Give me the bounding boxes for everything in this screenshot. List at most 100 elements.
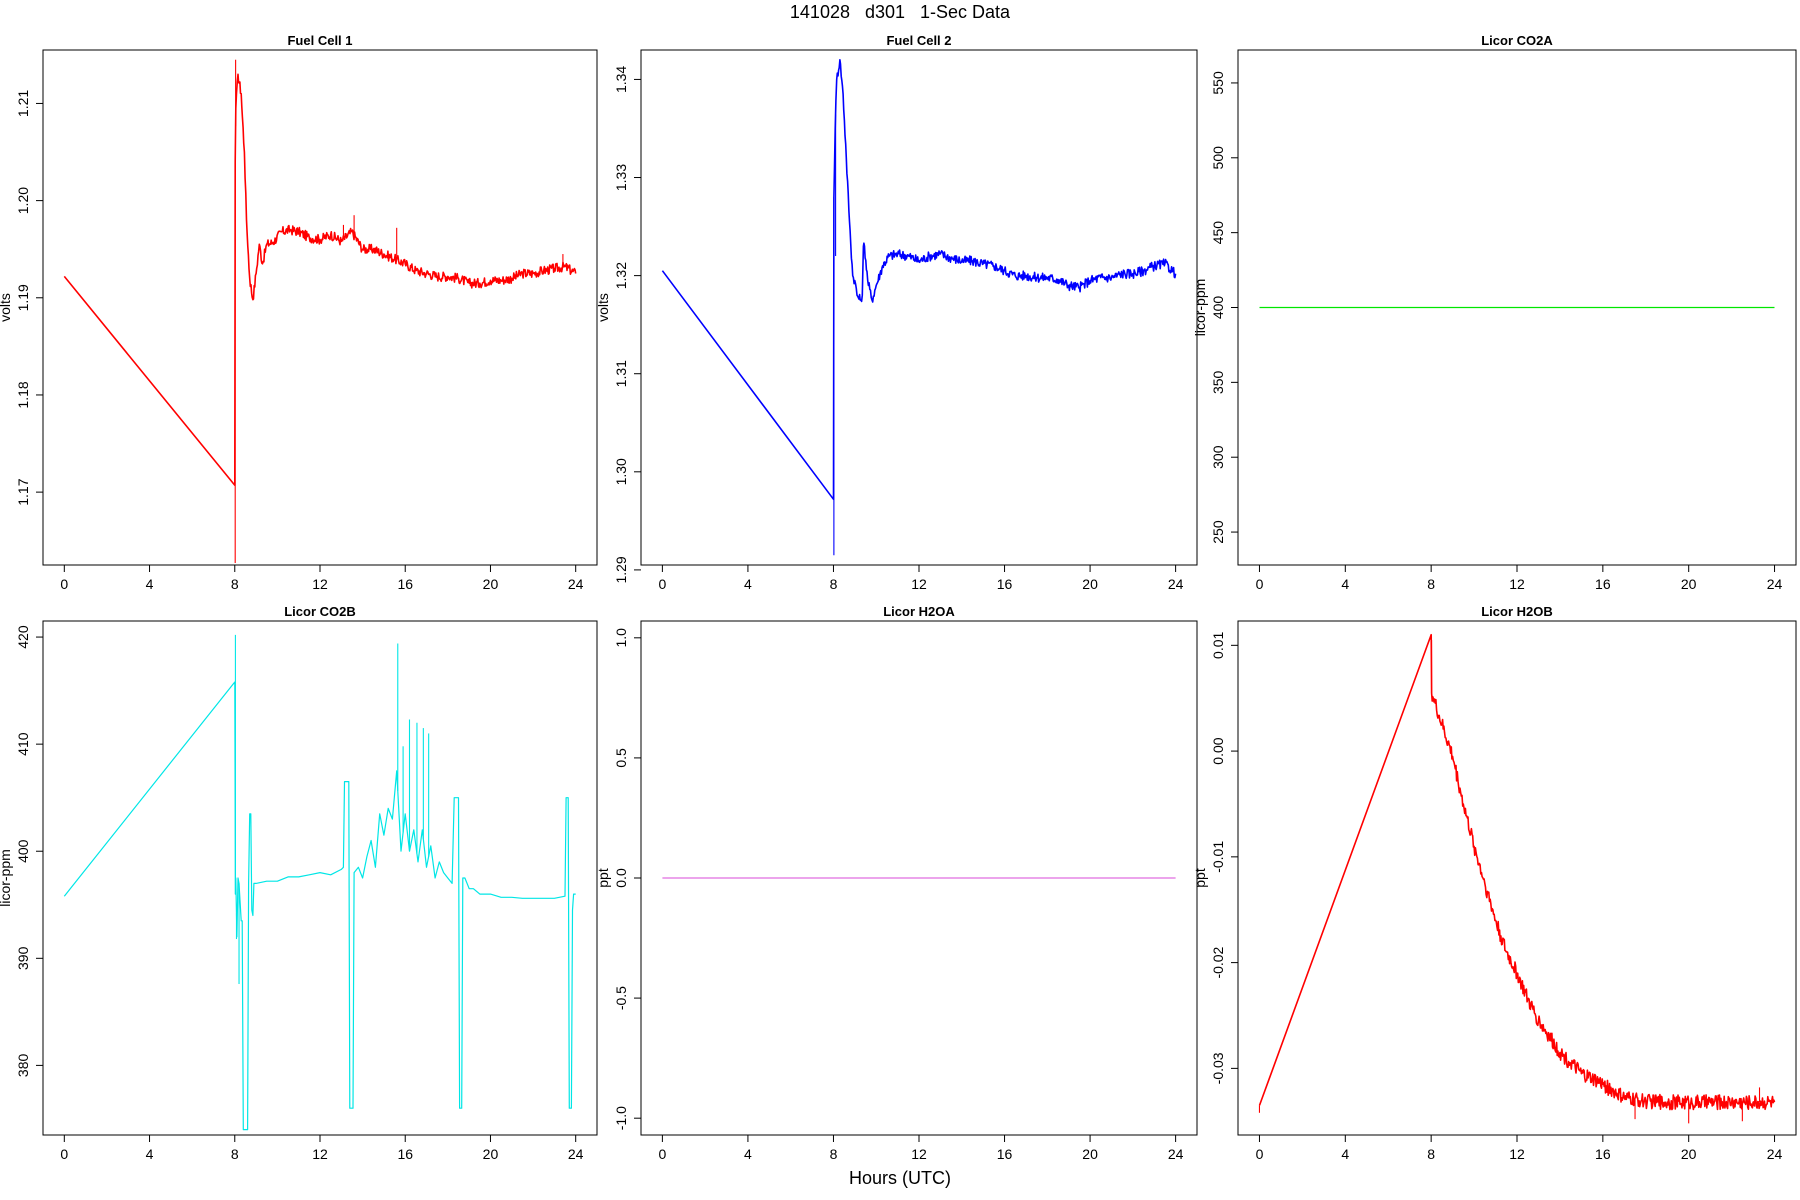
- x-tick-label: 16: [997, 576, 1013, 592]
- series-line: [63, 681, 576, 1131]
- y-axis-label: volts: [595, 293, 611, 322]
- y-axis-label: licor-ppm: [1192, 279, 1208, 337]
- plot-frame: [1237, 620, 1797, 1136]
- y-tick-label: 1.21: [15, 90, 31, 117]
- chart-panel: Licor H2OA ppt 0 4 8 12 16 20 24 -1.0 -0.5 0.0 0.5 1.…: [595, 604, 1198, 1162]
- x-tick-label: 12: [312, 1146, 328, 1162]
- x-tick-label: 24: [1168, 576, 1184, 592]
- y-tick-label: 0.0: [613, 868, 629, 888]
- y-tick-label: 1.20: [15, 187, 31, 214]
- y-tick-label: 1.18: [15, 381, 31, 408]
- y-tick-label: 550: [1210, 71, 1226, 95]
- y-tick-label: -0.03: [1210, 1052, 1226, 1084]
- x-tick-label: 8: [231, 576, 239, 592]
- y-tick-label: 1.0: [613, 628, 629, 648]
- series-line: [63, 73, 577, 487]
- x-tick-label: 24: [568, 1146, 584, 1162]
- x-tick-label: 12: [1509, 1146, 1525, 1162]
- y-tick-label: 410: [15, 732, 31, 756]
- y-tick-label: 0.00: [1210, 737, 1226, 764]
- x-tick-label: 20: [1082, 576, 1098, 592]
- y-tick-label: 250: [1210, 520, 1226, 544]
- x-tick-label: 0: [658, 1146, 666, 1162]
- y-tick-label: 1.32: [613, 262, 629, 289]
- y-tick-label: 300: [1210, 445, 1226, 469]
- y-tick-label: -0.01: [1210, 841, 1226, 873]
- x-tick-label: 16: [1595, 576, 1611, 592]
- x-tick-label: 24: [568, 576, 584, 592]
- y-axis-label: ppt: [595, 868, 611, 888]
- chart-panel: Fuel Cell 2 volts 0 4 8 12 16 20 24 1.29 1.30 1.31 1…: [595, 33, 1198, 592]
- x-tick-label: 0: [1256, 576, 1264, 592]
- x-tick-label: 4: [1341, 576, 1349, 592]
- y-tick-label: -0.02: [1210, 946, 1226, 978]
- panel-title: Fuel Cell 2: [886, 33, 951, 48]
- y-tick-label: -1.0: [613, 1106, 629, 1130]
- x-tick-label: 0: [1256, 1146, 1264, 1162]
- x-tick-label: 8: [231, 1146, 239, 1162]
- y-axis-label: volts: [0, 293, 13, 322]
- plot-frame: [640, 49, 1198, 566]
- series-line: [661, 59, 1177, 501]
- panel-title: Licor H2OB: [1481, 604, 1553, 619]
- y-axis-label: ppt: [1192, 868, 1208, 888]
- x-tick-label: 4: [1341, 1146, 1349, 1162]
- y-tick-label: 380: [15, 1054, 31, 1078]
- chart-panel: Fuel Cell 1 volts 0 4 8 12 16 20 24 1.17 1.18 1.19 1…: [0, 33, 598, 592]
- figure-title: 141028 d301 1-Sec Data: [789, 2, 1011, 22]
- y-tick-label: 1.31: [613, 360, 629, 387]
- y-axis-label: licor-ppm: [0, 849, 13, 907]
- y-tick-label: 420: [15, 625, 31, 649]
- y-tick-label: 400: [1210, 296, 1226, 320]
- x-tick-label: 16: [397, 1146, 413, 1162]
- y-tick-label: 390: [15, 946, 31, 970]
- panel-title: Fuel Cell 1: [287, 33, 352, 48]
- x-tick-label: 20: [1082, 1146, 1098, 1162]
- y-tick-label: 350: [1210, 370, 1226, 394]
- y-tick-label: 1.33: [613, 164, 629, 191]
- y-tick-label: 0.01: [1210, 631, 1226, 658]
- chart-panel: Licor CO2B licor-ppm 0 4 8 12 16 20 24 380 390 400 4…: [0, 604, 598, 1162]
- y-tick-label: 1.17: [15, 478, 31, 505]
- x-tick-label: 24: [1168, 1146, 1184, 1162]
- x-tick-label: 4: [744, 1146, 752, 1162]
- x-tick-label: 16: [397, 576, 413, 592]
- x-tick-label: 12: [911, 576, 927, 592]
- x-tick-label: 24: [1767, 576, 1783, 592]
- panel-title: Licor H2OA: [883, 604, 955, 619]
- x-tick-label: 4: [744, 576, 752, 592]
- x-tick-label: 0: [658, 576, 666, 592]
- y-tick-label: 450: [1210, 221, 1226, 245]
- x-tick-label: 4: [146, 1146, 154, 1162]
- y-tick-label: 500: [1210, 146, 1226, 170]
- x-tick-label: 20: [483, 576, 499, 592]
- x-tick-label: 20: [1681, 576, 1697, 592]
- x-tick-label: 20: [1681, 1146, 1697, 1162]
- x-tick-label: 12: [911, 1146, 927, 1162]
- panel-title: Licor CO2B: [284, 604, 356, 619]
- y-tick-label: 400: [15, 839, 31, 863]
- x-tick-label: 12: [312, 576, 328, 592]
- x-tick-label: 16: [997, 1146, 1013, 1162]
- x-tick-label: 8: [830, 1146, 838, 1162]
- x-tick-label: 12: [1509, 576, 1525, 592]
- panel-title: Licor CO2A: [1481, 33, 1553, 48]
- y-tick-label: -0.5: [613, 986, 629, 1010]
- x-axis-title: Hours (UTC): [849, 1168, 951, 1188]
- chart-panel: Licor CO2A licor-ppm 0 4 8 12 16 20 24 250 300 350 4…: [1192, 33, 1797, 592]
- y-tick-label: 1.29: [613, 556, 629, 583]
- y-tick-label: 1.34: [613, 66, 629, 93]
- chart-panel: Licor H2OB ppt 0 4 8 12 16 20 24 -0.03 -0.02 -0.01 0…: [1192, 604, 1797, 1162]
- y-tick-label: 1.30: [613, 458, 629, 485]
- x-tick-label: 16: [1595, 1146, 1611, 1162]
- x-tick-label: 8: [1427, 576, 1435, 592]
- x-tick-label: 8: [830, 576, 838, 592]
- y-tick-label: 1.19: [15, 284, 31, 311]
- y-tick-label: 0.5: [613, 748, 629, 768]
- plot-frame: [42, 620, 598, 1136]
- plot-frame: [42, 49, 598, 566]
- x-tick-label: 4: [146, 576, 154, 592]
- x-tick-label: 0: [60, 1146, 68, 1162]
